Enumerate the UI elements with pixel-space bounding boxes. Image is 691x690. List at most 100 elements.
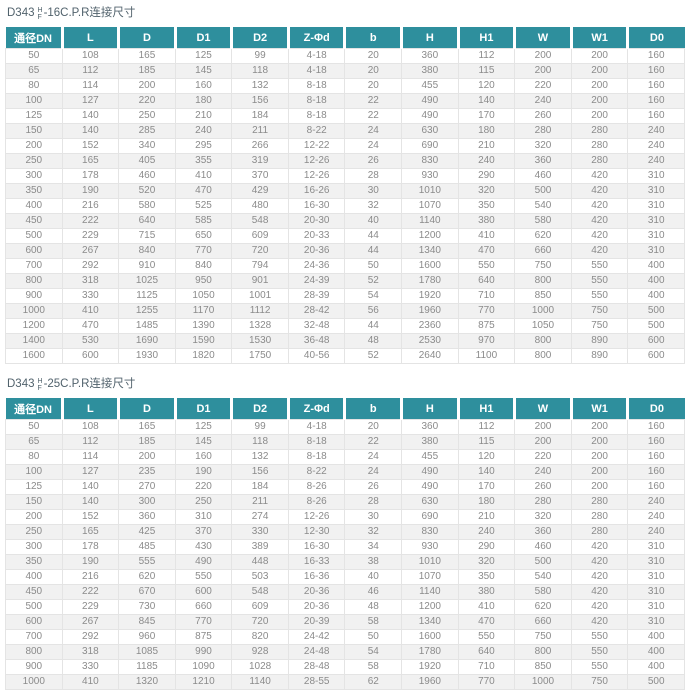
table-body: 50 108 165 125 99 4-18 20 360 112 200 200 160 65 112 1… bbox=[5, 48, 685, 364]
table-cell: 700 bbox=[5, 629, 63, 645]
table-cell: 550 bbox=[457, 629, 516, 645]
table-cell: 54 bbox=[344, 644, 403, 660]
table-cell: 274 bbox=[231, 509, 289, 525]
table-cell: 410 bbox=[61, 674, 120, 690]
table-cell: 750 bbox=[570, 318, 629, 334]
table-cell: 112 bbox=[61, 63, 120, 79]
table-cell: 420 bbox=[570, 599, 629, 615]
table-cell: 200 bbox=[118, 78, 176, 94]
table-cell: 24-39 bbox=[287, 273, 346, 289]
title-model-prefix: D343 bbox=[7, 7, 35, 19]
table-cell: 140 bbox=[61, 123, 120, 139]
table-cell: 280 bbox=[570, 153, 629, 169]
table-cell: 300 bbox=[5, 539, 63, 555]
table-cell: 450 bbox=[5, 213, 63, 229]
table-row: 1000 410 1255 1170 1112 28-42 56 1960 770 1000 750… bbox=[5, 303, 685, 319]
table-cell: 210 bbox=[457, 509, 516, 525]
table-cell: 180 bbox=[174, 93, 233, 109]
table-cell: 12-30 bbox=[287, 524, 346, 540]
table-row: 200 152 360 310 274 12-26 30 690 210 320 280 240 bbox=[5, 509, 685, 525]
table-cell: 890 bbox=[570, 348, 629, 364]
table-cell: 400 bbox=[5, 569, 63, 585]
table-cell: 548 bbox=[231, 584, 289, 600]
table-row: 350 190 520 470 429 16-26 30 1010 320 500 420 310 bbox=[5, 183, 685, 199]
table-row: 1400 530 1690 1590 1530 36-48 48 2530 970 800 890 6… bbox=[5, 333, 685, 349]
column-header: D bbox=[118, 27, 177, 49]
table-cell: 127 bbox=[61, 464, 120, 480]
table-cell: 750 bbox=[514, 258, 572, 274]
table-row: 100 127 220 180 156 8-18 22 490 140 240 200 160 bbox=[5, 93, 685, 109]
table-cell: 40 bbox=[344, 569, 403, 585]
table-cell: 630 bbox=[401, 494, 459, 510]
table-cell: 550 bbox=[570, 258, 629, 274]
table-row: 400 216 620 550 503 16-36 40 1070 350 540 420 310 bbox=[5, 569, 685, 585]
table-cell: 229 bbox=[61, 228, 120, 244]
table-cell: 580 bbox=[514, 213, 572, 229]
table-cell: 448 bbox=[231, 554, 289, 570]
table-cell: 1050 bbox=[174, 288, 233, 304]
table-cell: 295 bbox=[174, 138, 233, 154]
table-cell: 310 bbox=[627, 168, 685, 184]
table-cell: 420 bbox=[570, 539, 629, 555]
table-cell: 850 bbox=[514, 288, 572, 304]
table-cell: 16-30 bbox=[287, 539, 346, 555]
table-cell: 1600 bbox=[401, 258, 459, 274]
column-header: W1 bbox=[571, 398, 630, 420]
table-cell: 970 bbox=[457, 333, 516, 349]
table-cell: 140 bbox=[61, 479, 120, 495]
table-cell: 420 bbox=[570, 614, 629, 630]
table-cell: 400 bbox=[627, 644, 685, 660]
header-row: 通径DN L D D1 D2 Z-Φd b H H1 W W1 D0 bbox=[5, 27, 685, 49]
table-cell: 211 bbox=[231, 494, 289, 510]
table-cell: 32-48 bbox=[287, 318, 346, 334]
table-cell: 700 bbox=[5, 258, 63, 274]
table-cell: 990 bbox=[174, 644, 233, 660]
table-cell: 8-22 bbox=[287, 123, 346, 139]
table-cell: 710 bbox=[457, 659, 516, 675]
table-cell: 1960 bbox=[401, 674, 459, 690]
table-cell: 150 bbox=[5, 123, 63, 139]
table-cell: 1070 bbox=[401, 569, 459, 585]
table-cell: 670 bbox=[118, 584, 176, 600]
table-cell: 310 bbox=[627, 183, 685, 199]
table-cell: 160 bbox=[627, 434, 685, 450]
table-cell: 145 bbox=[174, 63, 233, 79]
table-cell: 400 bbox=[627, 258, 685, 274]
table-cell: 26 bbox=[344, 479, 403, 495]
table-cell: 500 bbox=[627, 303, 685, 319]
table-cell: 350 bbox=[457, 569, 516, 585]
table-cell: 310 bbox=[627, 569, 685, 585]
table-row: 125 140 270 220 184 8-26 26 490 170 260 200 160 bbox=[5, 479, 685, 495]
table-cell: 310 bbox=[627, 228, 685, 244]
table-cell: 960 bbox=[118, 629, 176, 645]
table-cell: 220 bbox=[118, 93, 176, 109]
table-cell: 1000 bbox=[514, 674, 572, 690]
table-cell: 160 bbox=[627, 449, 685, 465]
table-cell: 240 bbox=[627, 509, 685, 525]
table-cell: 490 bbox=[401, 479, 459, 495]
table-cell: 112 bbox=[457, 48, 516, 64]
spec-table-pn16: 通径DN L D D1 D2 Z-Φd b H H1 W W1 D0 50 108 165 125 99 4-1… bbox=[5, 27, 685, 364]
table-cell: 108 bbox=[61, 48, 120, 64]
table-cell: 800 bbox=[514, 348, 572, 364]
table-cell: 140 bbox=[457, 464, 516, 480]
table-cell: 1200 bbox=[401, 228, 459, 244]
table-cell: 380 bbox=[401, 63, 459, 79]
table-cell: 20 bbox=[344, 419, 403, 435]
table-cell: 490 bbox=[401, 93, 459, 109]
table-cell: 360 bbox=[118, 509, 176, 525]
table-row: 600 267 840 770 720 20-36 44 1340 470 660 420 310 bbox=[5, 243, 685, 259]
table-cell: 800 bbox=[514, 644, 572, 660]
table-cell: 8-18 bbox=[287, 449, 346, 465]
table-cell: 260 bbox=[514, 108, 572, 124]
table-cell: 165 bbox=[61, 524, 120, 540]
table-cell: 125 bbox=[5, 479, 63, 495]
table-row: 250 165 425 370 330 12-30 32 830 240 360 280 240 bbox=[5, 524, 685, 540]
table-cell: 180 bbox=[457, 494, 516, 510]
table-row: 80 114 200 160 132 8-18 24 455 120 220 200 160 bbox=[5, 449, 685, 465]
table-row: 250 165 405 355 319 12-26 26 830 240 360 280 240 bbox=[5, 153, 685, 169]
table-cell: 8-18 bbox=[287, 93, 346, 109]
table-cell: 503 bbox=[231, 569, 289, 585]
table-cell: 550 bbox=[457, 258, 516, 274]
table-cell: 600 bbox=[627, 348, 685, 364]
